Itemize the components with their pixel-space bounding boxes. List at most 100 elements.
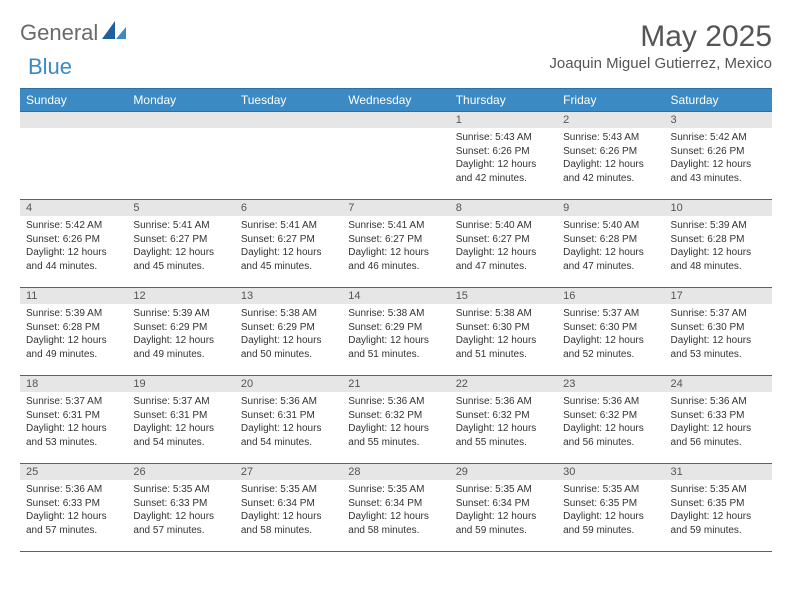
day-details: Sunrise: 5:41 AMSunset: 6:27 PMDaylight:… xyxy=(235,216,342,277)
day-number: 16 xyxy=(557,288,664,304)
calendar-day-cell: 18Sunrise: 5:37 AMSunset: 6:31 PMDayligh… xyxy=(20,376,127,464)
daylight-line-2: and 45 minutes. xyxy=(241,260,336,274)
sunset-line: Sunset: 6:29 PM xyxy=(241,321,336,335)
day-number: 18 xyxy=(20,376,127,392)
daylight-line-1: Daylight: 12 hours xyxy=(241,246,336,260)
day-details: Sunrise: 5:41 AMSunset: 6:27 PMDaylight:… xyxy=(342,216,449,277)
daylight-line-1: Daylight: 12 hours xyxy=(348,246,443,260)
day-details: Sunrise: 5:42 AMSunset: 6:26 PMDaylight:… xyxy=(665,128,772,189)
sunset-line: Sunset: 6:26 PM xyxy=(671,145,766,159)
calendar-week-row: 18Sunrise: 5:37 AMSunset: 6:31 PMDayligh… xyxy=(20,376,772,464)
calendar-day-cell: 13Sunrise: 5:38 AMSunset: 6:29 PMDayligh… xyxy=(235,288,342,376)
daylight-line-1: Daylight: 12 hours xyxy=(26,422,121,436)
day-number: 13 xyxy=(235,288,342,304)
daylight-line-2: and 53 minutes. xyxy=(671,348,766,362)
day-details: Sunrise: 5:35 AMSunset: 6:34 PMDaylight:… xyxy=(342,480,449,541)
daylight-line-1: Daylight: 12 hours xyxy=(241,422,336,436)
daylight-line-1: Daylight: 12 hours xyxy=(563,334,658,348)
daylight-line-1: Daylight: 12 hours xyxy=(133,246,228,260)
daylight-line-2: and 59 minutes. xyxy=(456,524,551,538)
day-details: Sunrise: 5:36 AMSunset: 6:33 PMDaylight:… xyxy=(20,480,127,541)
sunrise-line: Sunrise: 5:38 AM xyxy=(348,307,443,321)
day-details: Sunrise: 5:39 AMSunset: 6:28 PMDaylight:… xyxy=(665,216,772,277)
daylight-line-2: and 58 minutes. xyxy=(348,524,443,538)
day-details: Sunrise: 5:35 AMSunset: 6:35 PMDaylight:… xyxy=(665,480,772,541)
sunset-line: Sunset: 6:27 PM xyxy=(348,233,443,247)
day-number: 1 xyxy=(450,112,557,128)
calendar-day-cell: 25Sunrise: 5:36 AMSunset: 6:33 PMDayligh… xyxy=(20,464,127,552)
sunrise-line: Sunrise: 5:35 AM xyxy=(241,483,336,497)
calendar-day-cell xyxy=(20,112,127,200)
day-details: Sunrise: 5:43 AMSunset: 6:26 PMDaylight:… xyxy=(450,128,557,189)
day-details: Sunrise: 5:38 AMSunset: 6:29 PMDaylight:… xyxy=(235,304,342,365)
day-number: 27 xyxy=(235,464,342,480)
sunrise-line: Sunrise: 5:38 AM xyxy=(456,307,551,321)
day-number: 8 xyxy=(450,200,557,216)
sunrise-line: Sunrise: 5:38 AM xyxy=(241,307,336,321)
daylight-line-1: Daylight: 12 hours xyxy=(26,510,121,524)
daylight-line-1: Daylight: 12 hours xyxy=(563,510,658,524)
daylight-line-2: and 56 minutes. xyxy=(671,436,766,450)
calendar-day-cell: 23Sunrise: 5:36 AMSunset: 6:32 PMDayligh… xyxy=(557,376,664,464)
calendar-day-cell: 2Sunrise: 5:43 AMSunset: 6:26 PMDaylight… xyxy=(557,112,664,200)
calendar-day-cell: 24Sunrise: 5:36 AMSunset: 6:33 PMDayligh… xyxy=(665,376,772,464)
day-number: 5 xyxy=(127,200,234,216)
calendar-day-cell xyxy=(235,112,342,200)
day-number: 28 xyxy=(342,464,449,480)
day-number-bar xyxy=(127,112,234,128)
sunrise-line: Sunrise: 5:39 AM xyxy=(133,307,228,321)
day-number: 9 xyxy=(557,200,664,216)
sunset-line: Sunset: 6:31 PM xyxy=(26,409,121,423)
sunset-line: Sunset: 6:34 PM xyxy=(241,497,336,511)
weekday-header-row: Sunday Monday Tuesday Wednesday Thursday… xyxy=(20,89,772,112)
sunset-line: Sunset: 6:31 PM xyxy=(241,409,336,423)
day-details: Sunrise: 5:38 AMSunset: 6:30 PMDaylight:… xyxy=(450,304,557,365)
daylight-line-2: and 55 minutes. xyxy=(348,436,443,450)
daylight-line-1: Daylight: 12 hours xyxy=(456,422,551,436)
daylight-line-1: Daylight: 12 hours xyxy=(456,334,551,348)
daylight-line-1: Daylight: 12 hours xyxy=(563,422,658,436)
daylight-line-1: Daylight: 12 hours xyxy=(348,334,443,348)
sunset-line: Sunset: 6:29 PM xyxy=(133,321,228,335)
sunset-line: Sunset: 6:26 PM xyxy=(563,145,658,159)
day-number: 29 xyxy=(450,464,557,480)
daylight-line-2: and 54 minutes. xyxy=(241,436,336,450)
calendar-day-cell: 19Sunrise: 5:37 AMSunset: 6:31 PMDayligh… xyxy=(127,376,234,464)
daylight-line-1: Daylight: 12 hours xyxy=(26,334,121,348)
daylight-line-1: Daylight: 12 hours xyxy=(563,158,658,172)
sunrise-line: Sunrise: 5:40 AM xyxy=(563,219,658,233)
daylight-line-2: and 44 minutes. xyxy=(26,260,121,274)
sunrise-line: Sunrise: 5:37 AM xyxy=(563,307,658,321)
daylight-line-2: and 49 minutes. xyxy=(133,348,228,362)
daylight-line-2: and 50 minutes. xyxy=(241,348,336,362)
day-number: 12 xyxy=(127,288,234,304)
sunset-line: Sunset: 6:35 PM xyxy=(671,497,766,511)
day-number: 26 xyxy=(127,464,234,480)
weekday-sun: Sunday xyxy=(20,89,127,112)
sunset-line: Sunset: 6:27 PM xyxy=(133,233,228,247)
calendar-day-cell: 6Sunrise: 5:41 AMSunset: 6:27 PMDaylight… xyxy=(235,200,342,288)
day-details: Sunrise: 5:35 AMSunset: 6:34 PMDaylight:… xyxy=(450,480,557,541)
calendar-table: Sunday Monday Tuesday Wednesday Thursday… xyxy=(20,88,772,552)
daylight-line-1: Daylight: 12 hours xyxy=(456,510,551,524)
day-details: Sunrise: 5:43 AMSunset: 6:26 PMDaylight:… xyxy=(557,128,664,189)
sunset-line: Sunset: 6:28 PM xyxy=(563,233,658,247)
sunrise-line: Sunrise: 5:36 AM xyxy=(563,395,658,409)
daylight-line-2: and 48 minutes. xyxy=(671,260,766,274)
calendar-day-cell: 29Sunrise: 5:35 AMSunset: 6:34 PMDayligh… xyxy=(450,464,557,552)
daylight-line-2: and 59 minutes. xyxy=(671,524,766,538)
calendar-week-row: 11Sunrise: 5:39 AMSunset: 6:28 PMDayligh… xyxy=(20,288,772,376)
calendar-day-cell: 31Sunrise: 5:35 AMSunset: 6:35 PMDayligh… xyxy=(665,464,772,552)
sunset-line: Sunset: 6:28 PM xyxy=(671,233,766,247)
daylight-line-2: and 51 minutes. xyxy=(348,348,443,362)
day-number: 14 xyxy=(342,288,449,304)
weekday-sat: Saturday xyxy=(665,89,772,112)
sunrise-line: Sunrise: 5:39 AM xyxy=(26,307,121,321)
daylight-line-1: Daylight: 12 hours xyxy=(241,334,336,348)
weekday-fri: Friday xyxy=(557,89,664,112)
calendar-day-cell: 21Sunrise: 5:36 AMSunset: 6:32 PMDayligh… xyxy=(342,376,449,464)
sunset-line: Sunset: 6:32 PM xyxy=(456,409,551,423)
sunset-line: Sunset: 6:34 PM xyxy=(456,497,551,511)
day-number: 7 xyxy=(342,200,449,216)
sunset-line: Sunset: 6:34 PM xyxy=(348,497,443,511)
